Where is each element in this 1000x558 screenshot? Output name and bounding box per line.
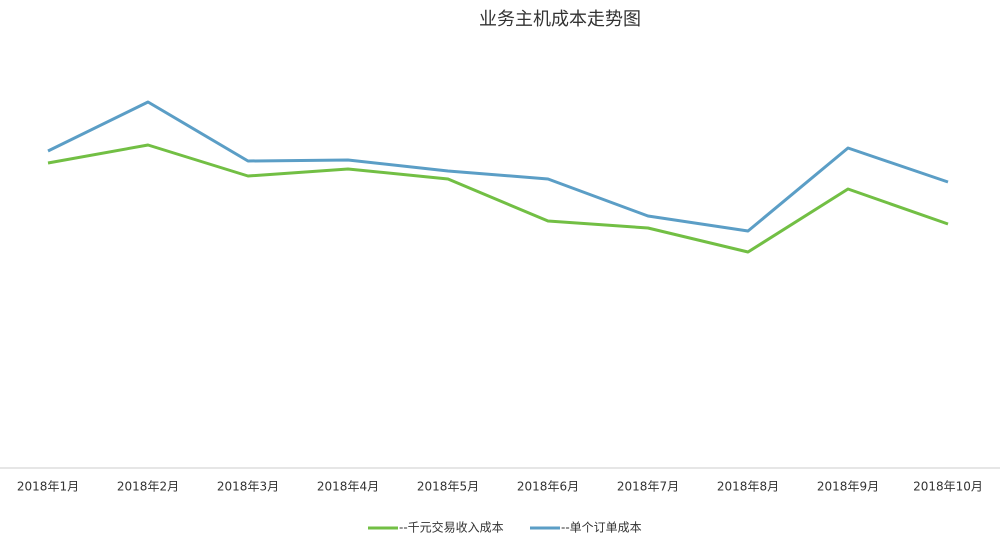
x-tick-label: 2018年10月	[913, 480, 983, 494]
x-tick-label: 2018年3月	[217, 480, 279, 494]
x-tick-label: 2018年6月	[517, 480, 579, 494]
x-tick-label: 2018年7月	[617, 480, 679, 494]
x-tick-label: 2018年1月	[17, 480, 79, 494]
chart-title: 业务主机成本走势图	[479, 9, 641, 30]
line-series	[47, 143, 949, 254]
legend-label: --单个订单成本	[561, 521, 642, 535]
x-tick-label: 2018年4月	[317, 480, 379, 494]
x-tick-label: 2018年2月	[117, 480, 179, 494]
x-tick-label: 2018年8月	[717, 480, 779, 494]
legend-label: --千元交易收入成本	[399, 520, 504, 535]
line-series	[47, 100, 949, 233]
x-tick-label: 2018年5月	[417, 480, 479, 494]
x-tick-label: 2018年9月	[817, 480, 879, 494]
